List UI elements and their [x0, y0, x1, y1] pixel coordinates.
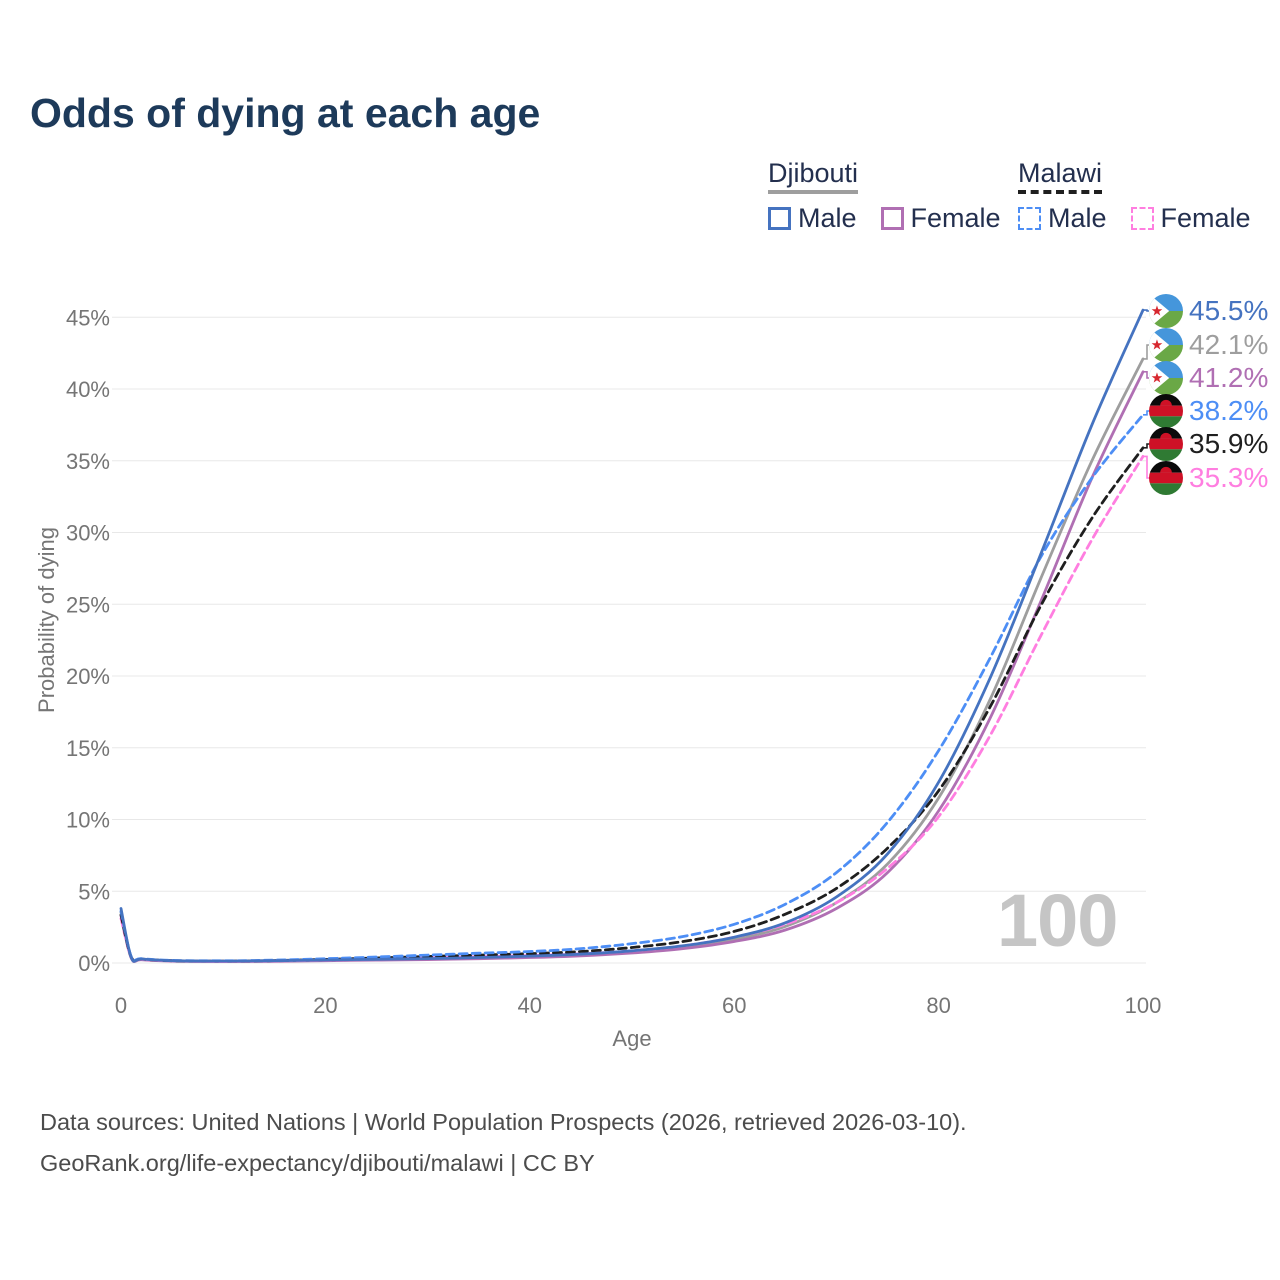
malawi-flag-icon [1149, 427, 1183, 461]
djibouti-flag-icon [1149, 294, 1183, 328]
y-tick-label: 40% [66, 377, 110, 402]
series-line-malawi-male[interactable] [119, 413, 1145, 963]
y-tick-label: 15% [66, 736, 110, 761]
djibouti-female-swatch-icon [880, 207, 904, 230]
y-tick-label: 20% [66, 664, 110, 689]
y-axis-title: Probability of dying [34, 527, 59, 713]
y-tick-label: 30% [66, 521, 110, 546]
malawi-flag-icon [1149, 394, 1183, 428]
legend-item-malawi-female[interactable]: Female [1130, 203, 1251, 234]
legend-item-label: Male [1048, 203, 1107, 233]
malawi-female-swatch-icon [1130, 207, 1154, 230]
series-line-malawi-both[interactable] [119, 446, 1145, 963]
x-tick-label: 60 [722, 993, 746, 1018]
end-value-label: 35.9% [1189, 428, 1269, 459]
series-end-label-djibouti-female: 41.2% [1149, 361, 1268, 395]
end-value-label: 45.5% [1189, 295, 1269, 326]
y-tick-label: 45% [66, 305, 110, 330]
series-end-label-malawi-female: 35.3% [1149, 461, 1268, 495]
djibouti-male-swatch-icon [768, 207, 791, 230]
legend-item-malawi-male[interactable]: Male [1018, 203, 1107, 234]
end-value-label: 41.2% [1189, 362, 1269, 393]
legend-item-label: Female [1160, 203, 1251, 233]
malawi-flag-icon [1149, 461, 1183, 495]
legend: Djibouti Male Female Malawi Male [768, 158, 1268, 238]
y-tick-label: 5% [78, 879, 110, 904]
y-tick-label: 0% [78, 951, 110, 976]
end-value-label: 35.3% [1189, 462, 1269, 493]
footer-data-sources: Data sources: United Nations | World Pop… [40, 1109, 967, 1135]
end-value-label: 42.1% [1189, 329, 1269, 360]
legend-country-djibouti-label: Djibouti [768, 158, 859, 188]
y-tick-label: 35% [66, 449, 110, 474]
legend-country-malawi-label: Malawi [1018, 158, 1103, 188]
legend-group-djibouti: Djibouti Male Female [768, 158, 1001, 234]
djibouti-line-style-sample [768, 190, 859, 194]
x-tick-label: 40 [518, 993, 542, 1018]
legend-item-djibouti-male[interactable]: Male [768, 203, 857, 234]
series-end-label-djibouti-male: 45.5% [1149, 294, 1268, 328]
legend-group-malawi: Malawi Male Female [1018, 158, 1251, 234]
legend-item-label: Male [798, 203, 857, 233]
legend-item-djibouti-female[interactable]: Female [880, 203, 1001, 234]
x-axis-title: Age [612, 1026, 652, 1051]
watermark-max-age: 100 [997, 879, 1118, 962]
footer: Data sources: United Nations | World Pop… [40, 1102, 967, 1184]
footer-attribution: GeoRank.org/life-expectancy/djibouti/mal… [40, 1150, 595, 1176]
series-end-label-malawi-male: 38.2% [1149, 394, 1268, 428]
legend-item-label: Female [910, 203, 1001, 233]
series-line-djibouti-male[interactable] [119, 308, 1145, 963]
malawi-line-style-sample [1018, 190, 1103, 194]
series-end-label-malawi-both: 35.9% [1149, 427, 1268, 461]
page-title: Odds of dying at each age [30, 90, 541, 136]
end-value-label: 38.2% [1189, 395, 1269, 426]
x-tick-label: 80 [926, 993, 950, 1018]
x-tick-label: 0 [115, 993, 127, 1018]
x-tick-label: 20 [313, 993, 337, 1018]
djibouti-flag-icon [1149, 328, 1183, 362]
series-end-label-djibouti-both: 42.1% [1149, 328, 1268, 362]
y-tick-label: 10% [66, 808, 110, 833]
malawi-male-swatch-icon [1018, 207, 1041, 230]
x-tick-label: 100 [1125, 993, 1162, 1018]
djibouti-flag-icon [1149, 361, 1183, 395]
y-tick-label: 25% [66, 592, 110, 617]
